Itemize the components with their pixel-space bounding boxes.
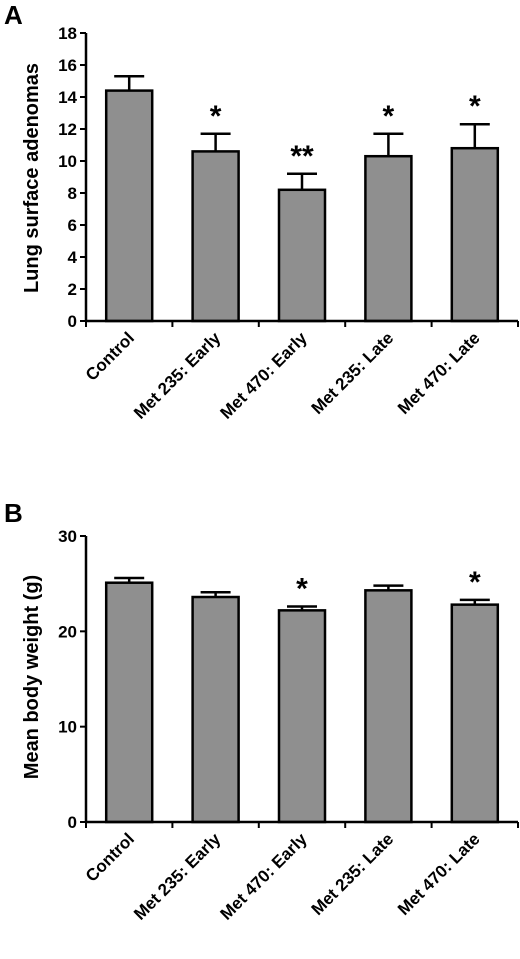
panel-a-y-tick-label: 8 <box>68 184 77 203</box>
panel-a-bar <box>364 154 413 323</box>
panel-a-y-axis-label: Lung surface adenomas <box>21 63 43 293</box>
panel-a-category-label: Control <box>82 328 138 384</box>
panel-a-category-label: Met 235: Late <box>308 328 398 418</box>
panel-a-label: A <box>4 0 23 30</box>
panel-a-significance-mark: * <box>383 100 395 133</box>
panel-a-category-label: Met 470: Early <box>217 328 312 423</box>
panel-b-category-label: Met 235: Late <box>308 829 398 919</box>
panel-a-y-tick-label: 0 <box>68 312 77 331</box>
panel-b-bar <box>191 595 240 824</box>
panel-a-y-tick-label: 12 <box>58 120 77 139</box>
panel-b-category-label: Met 470: Early <box>217 829 312 924</box>
panel-a-y-tick-label: 10 <box>58 152 77 171</box>
panel-a-significance-mark: * <box>210 100 222 133</box>
panel-a-significance-mark: ** <box>290 140 314 173</box>
panel-a-y-tick-label: 6 <box>68 216 77 235</box>
panel-b-bar <box>277 609 327 824</box>
panel-b-y-axis-label: Mean body weight (g) <box>21 575 43 779</box>
panel-a-category-label: Met 235: Early <box>130 328 225 423</box>
panel-b-y-tick-label: 10 <box>58 718 77 737</box>
panel-a-bar <box>450 146 500 323</box>
panel-b-y-tick-label: 20 <box>58 622 77 641</box>
panel-a-category-label: Met 470: Late <box>394 328 484 418</box>
panel-a-y-tick-label: 2 <box>68 280 77 299</box>
panel-a-bar <box>104 89 154 323</box>
panel-b-category-label: Met 470: Late <box>394 829 484 919</box>
panel-a-significance-mark: * <box>469 90 481 123</box>
panel-a: A Lung surface adenomas Control * Met 235:… <box>4 0 519 423</box>
panel-b-bar <box>364 589 413 824</box>
panel-b-category-label: Control <box>82 829 138 885</box>
panel-a-plot: Control * Met 235: Early ** Met 470: Early * M… <box>58 24 519 423</box>
panel-a-bar <box>191 150 240 323</box>
panel-a-y-tick-label: 18 <box>58 24 77 43</box>
panel-b-bar <box>104 581 154 824</box>
panel-a-y-tick-label: 16 <box>58 56 77 75</box>
panel-a-y-tick-label: 14 <box>58 88 77 107</box>
panel-b-y-tick-label: 30 <box>58 527 77 546</box>
panel-a-y-tick-label: 4 <box>68 248 78 267</box>
panel-a-bar <box>277 188 327 323</box>
panel-b-y-tick-label: 0 <box>68 813 77 832</box>
panel-b-label: B <box>4 498 23 528</box>
panel-b-significance-mark: * <box>296 573 308 606</box>
panel-b-significance-mark: * <box>469 566 481 599</box>
panel-b-bar <box>450 603 500 824</box>
panel-b-category-label: Met 235: Early <box>130 829 225 924</box>
